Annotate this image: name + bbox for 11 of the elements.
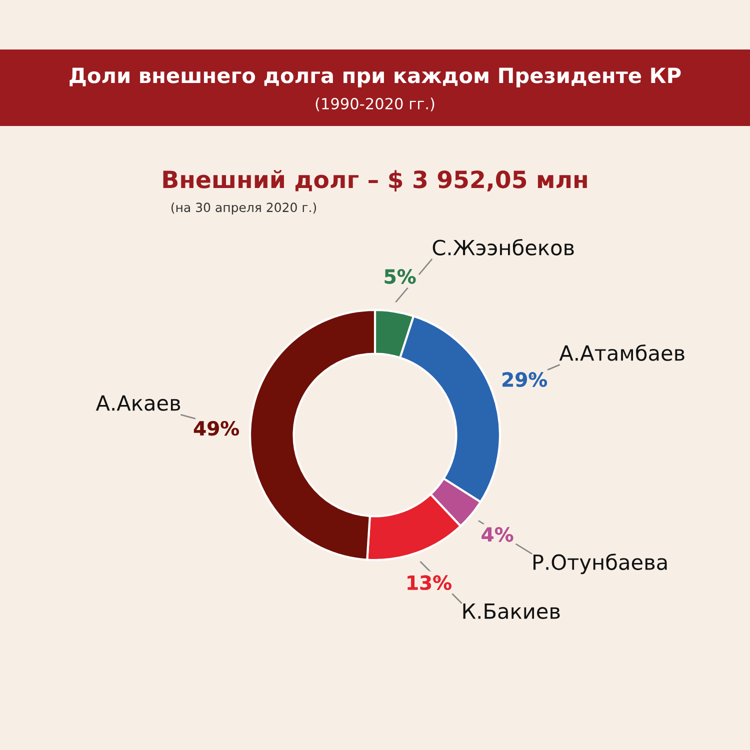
slice-label: К.Бакиев — [463, 604, 560, 620]
text: Внешний долг – $ 3 952,05 млн — [163, 170, 587, 192]
data-label: 5% — [384, 269, 416, 284]
chart-subtitle: (1990-2020 гг.) — [316, 98, 434, 112]
data-label: 13% — [408, 575, 452, 590]
slice-label: А.Атамбаев — [559, 344, 684, 361]
chart-title: Доли внешнего долга при каждом Президенте КР — [70, 68, 681, 88]
slice-label: С.Жээнбеков — [432, 238, 574, 256]
slice-label: А.Акаев — [96, 395, 180, 411]
text: (на 30 апреля 2020 г.) — [171, 202, 316, 215]
slice-label: Р.Отунбаева — [534, 554, 667, 574]
